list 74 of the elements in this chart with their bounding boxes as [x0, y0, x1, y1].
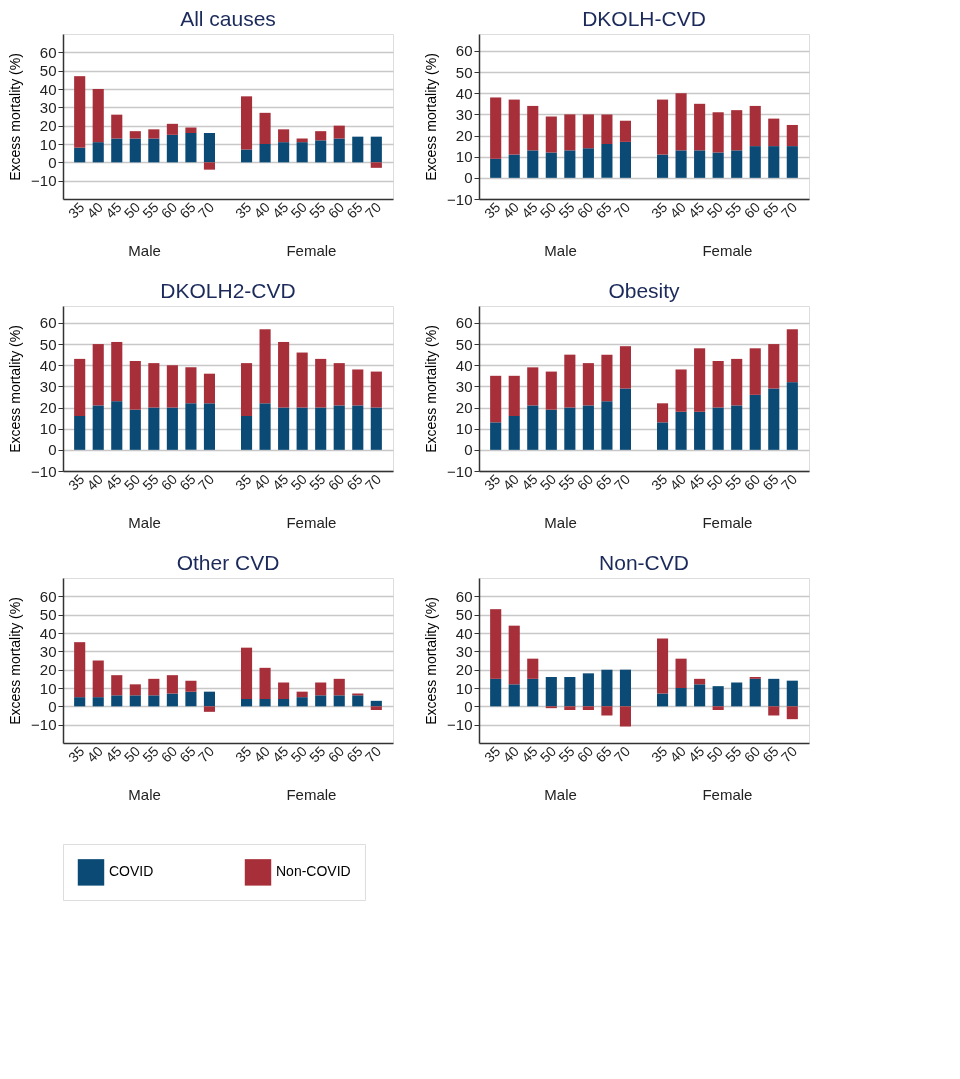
y-tick-label: −10 — [31, 716, 57, 734]
y-tick-label: −10 — [447, 190, 473, 208]
y-axis-title: Excess mortality (%) — [7, 597, 24, 725]
text: Male — [128, 514, 161, 531]
y-axis-title: Excess mortality (%) — [423, 325, 440, 453]
y-tick-label: 60 — [455, 42, 473, 60]
y-axis-title: Excess mortality (%) — [7, 53, 24, 181]
y-tick-label: 30 — [39, 377, 57, 395]
text: Female — [702, 514, 753, 531]
text: Female — [286, 514, 337, 531]
y-tick-label: 0 — [464, 697, 473, 715]
y-tick-label: −10 — [31, 462, 57, 480]
y-tick-label: −10 — [447, 462, 473, 480]
chart-title: Other CVD — [176, 551, 280, 574]
y-tick-label: 60 — [455, 587, 473, 605]
y-tick-label: 30 — [39, 642, 57, 660]
y-tick-label: 0 — [464, 441, 473, 459]
y-axis-title: Excess mortality (%) — [423, 53, 440, 181]
y-tick-label: 40 — [455, 624, 473, 642]
y-tick-label: 20 — [455, 661, 473, 679]
y-tick-label: 50 — [39, 606, 57, 624]
y-tick-label: 60 — [39, 43, 57, 61]
y-tick-label: −10 — [447, 716, 473, 734]
y-tick-label: 20 — [39, 399, 57, 417]
y-tick-label: 50 — [455, 335, 473, 353]
y-axis-title: Excess mortality (%) — [7, 325, 24, 453]
text: Male — [544, 242, 577, 259]
y-tick-label: 60 — [39, 587, 57, 605]
y-tick-label: 40 — [39, 356, 57, 374]
y-tick-label: 60 — [455, 314, 473, 332]
y-tick-label: 10 — [39, 135, 57, 153]
y-tick-label: 30 — [455, 377, 473, 395]
text: Male — [544, 514, 577, 531]
legend-label: Non-COVID — [276, 863, 351, 880]
y-tick-label: 40 — [455, 84, 473, 102]
y-tick-label: 20 — [455, 399, 473, 417]
y-tick-label: 0 — [48, 441, 57, 459]
y-tick-label: 10 — [39, 679, 57, 697]
y-tick-label: 0 — [464, 169, 473, 187]
text: Male — [128, 786, 161, 803]
y-tick-label: 0 — [48, 697, 57, 715]
chart-title: DKOLH-CVD — [582, 7, 706, 30]
y-tick-label: 40 — [39, 624, 57, 642]
y-tick-label: 10 — [455, 420, 473, 438]
y-tick-label: 10 — [455, 148, 473, 166]
y-tick-label: 60 — [39, 314, 57, 332]
text: Male — [544, 786, 577, 803]
y-tick-label: 40 — [39, 80, 57, 98]
y-tick-label: 50 — [39, 335, 57, 353]
text: Female — [702, 786, 753, 803]
y-tick-label: 20 — [39, 117, 57, 135]
y-tick-label: 30 — [455, 642, 473, 660]
text: Male — [128, 242, 161, 259]
y-tick-label: 20 — [455, 127, 473, 145]
chart-title: DKOLH2-CVD — [160, 279, 296, 302]
y-tick-label: 10 — [39, 420, 57, 438]
chart-title: All causes — [180, 7, 276, 30]
legend-label: COVID — [109, 863, 154, 880]
text: Female — [286, 242, 337, 259]
y-tick-label: 50 — [455, 63, 473, 81]
y-tick-label: 50 — [39, 62, 57, 80]
y-tick-label: 0 — [48, 153, 57, 171]
y-tick-label: 30 — [455, 105, 473, 123]
y-axis-title: Excess mortality (%) — [423, 597, 440, 725]
y-tick-label: 40 — [455, 356, 473, 374]
y-tick-label: 30 — [39, 98, 57, 116]
chart-title: Obesity — [608, 279, 681, 302]
y-tick-label: 20 — [39, 661, 57, 679]
y-tick-label: 50 — [455, 606, 473, 624]
chart-title: Non-CVD — [599, 551, 689, 574]
y-tick-label: 10 — [455, 679, 473, 697]
y-tick-label: −10 — [31, 172, 57, 190]
text: Female — [702, 242, 753, 259]
text: Female — [286, 786, 337, 803]
